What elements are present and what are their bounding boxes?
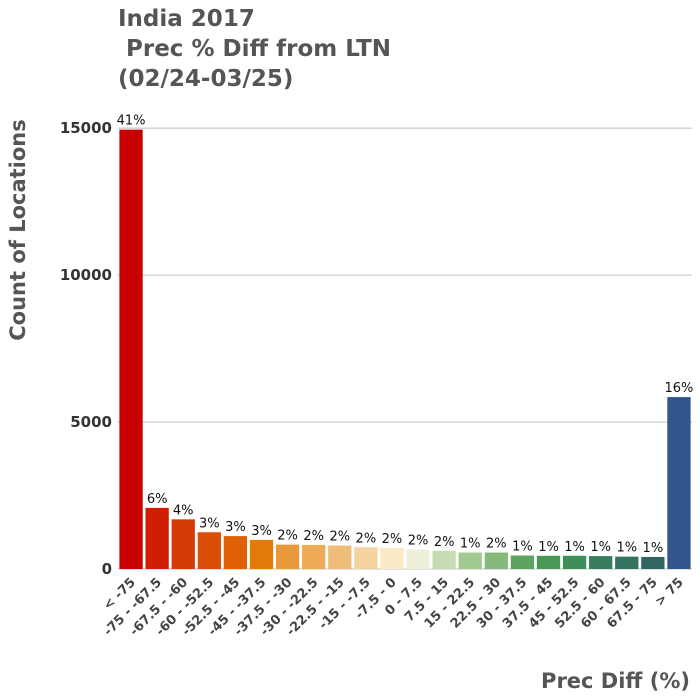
bar-0: [119, 129, 143, 569]
data-label-3: 3%: [199, 516, 220, 531]
bar-17: [562, 555, 587, 569]
data-label-9: 2%: [356, 531, 377, 546]
bar-3: [197, 532, 221, 569]
y-tick-label: 5000: [70, 413, 112, 431]
data-label-2: 4%: [173, 503, 194, 518]
y-axis-ticks: 0 5000 10000 15000: [60, 119, 112, 578]
x-tick-label-21: > 75: [652, 575, 686, 609]
bar-16: [536, 555, 561, 569]
data-labels: 41% 6% 4% 3% 3% 3% 2% 2% 2% 2% 2% 2% 2% 1% 2% 1% 1% 1% 1% 1…: [117, 114, 694, 556]
bar-2: [171, 519, 195, 569]
bar-7: [302, 544, 326, 569]
bar-21: [667, 397, 691, 569]
bar-4: [223, 536, 248, 569]
chart-title-line-1: India 2017: [118, 6, 255, 32]
data-label-1: 6%: [147, 492, 168, 507]
x-axis-label: Prec Diff (%): [541, 669, 690, 693]
data-label-12: 2%: [434, 535, 455, 550]
bar-10: [380, 547, 404, 569]
data-label-8: 2%: [329, 529, 350, 544]
data-label-4: 3%: [225, 520, 246, 535]
bar-18: [589, 556, 613, 569]
data-label-21: 16%: [665, 381, 694, 396]
bar-11: [406, 549, 430, 569]
data-label-15: 1%: [512, 539, 533, 554]
y-tick-label: 15000: [60, 119, 112, 137]
data-label-20: 1%: [643, 541, 664, 556]
data-label-16: 1%: [538, 540, 559, 555]
bars: [119, 129, 691, 569]
bar-13: [458, 552, 482, 569]
bar-19: [615, 556, 639, 569]
y-axis-label: Count of Locations: [6, 119, 30, 341]
data-label-5: 3%: [251, 524, 272, 539]
data-label-14: 2%: [486, 537, 507, 552]
bar-9: [354, 547, 378, 569]
chart-title-line-3: (02/24-03/25): [118, 66, 293, 92]
bar-6: [275, 544, 300, 569]
data-label-0: 41%: [117, 114, 146, 129]
bar-14: [484, 552, 508, 569]
bar-15: [510, 555, 535, 569]
x-axis-ticks: < -75-75 - -67.5-67.5 - -60-60 - -52.5-5…: [101, 575, 687, 639]
chart-title-line-2: Prec % Diff from LTN: [118, 36, 391, 62]
data-label-13: 1%: [460, 537, 481, 552]
bar-12: [432, 550, 456, 569]
bar-20: [641, 556, 665, 569]
data-label-6: 2%: [277, 529, 298, 544]
data-label-17: 1%: [564, 540, 585, 555]
data-label-18: 1%: [590, 540, 611, 555]
bar-1: [145, 507, 169, 569]
data-label-11: 2%: [408, 534, 429, 549]
y-tick-label: 10000: [60, 266, 112, 284]
y-tick-label: 0: [102, 560, 112, 578]
bar-8: [328, 545, 352, 569]
data-label-10: 2%: [382, 532, 403, 547]
data-label-19: 1%: [616, 541, 637, 556]
gridlines: [118, 127, 692, 570]
data-label-7: 2%: [303, 529, 324, 544]
bar-5: [249, 539, 274, 569]
